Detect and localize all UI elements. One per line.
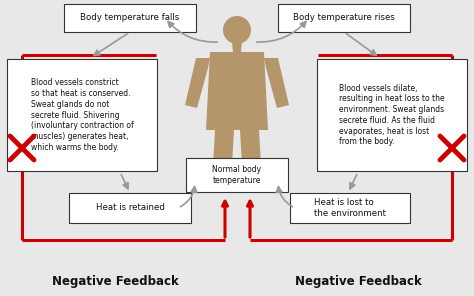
Polygon shape bbox=[264, 58, 289, 108]
Text: Body temperature falls: Body temperature falls bbox=[81, 14, 180, 22]
Text: Negative Feedback: Negative Feedback bbox=[52, 276, 178, 289]
FancyBboxPatch shape bbox=[7, 59, 157, 171]
Text: Blood vessels constrict
so that heat is conserved.
Sweat glands do not
secrete f: Blood vessels constrict so that heat is … bbox=[31, 78, 133, 152]
Text: Heat is lost to
the environment: Heat is lost to the environment bbox=[314, 198, 386, 218]
Text: Negative Feedback: Negative Feedback bbox=[295, 276, 421, 289]
Text: Normal body
temperature: Normal body temperature bbox=[212, 165, 262, 185]
Text: Heat is retained: Heat is retained bbox=[96, 204, 164, 213]
Text: Body temperature rises: Body temperature rises bbox=[293, 14, 395, 22]
FancyBboxPatch shape bbox=[64, 4, 196, 32]
FancyBboxPatch shape bbox=[278, 4, 410, 32]
Polygon shape bbox=[232, 42, 242, 52]
Text: Blood vessels dilate,
resulting in heat loss to the
environment. Sweat glands
se: Blood vessels dilate, resulting in heat … bbox=[339, 84, 445, 147]
Polygon shape bbox=[240, 130, 261, 165]
Circle shape bbox=[223, 16, 251, 44]
FancyBboxPatch shape bbox=[186, 158, 288, 192]
Polygon shape bbox=[185, 58, 210, 108]
FancyBboxPatch shape bbox=[69, 193, 191, 223]
Polygon shape bbox=[213, 130, 234, 165]
Polygon shape bbox=[206, 52, 268, 130]
FancyBboxPatch shape bbox=[317, 59, 467, 171]
FancyBboxPatch shape bbox=[290, 193, 410, 223]
